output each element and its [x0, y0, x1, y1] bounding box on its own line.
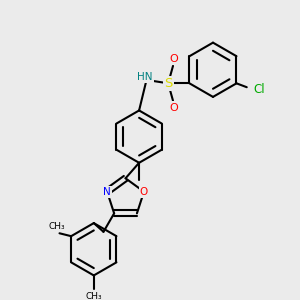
Text: S: S	[164, 77, 172, 90]
Text: CH₃: CH₃	[48, 222, 65, 231]
Text: Cl: Cl	[254, 82, 265, 96]
Text: CH₃: CH₃	[85, 292, 102, 300]
Text: O: O	[169, 103, 178, 112]
Text: N: N	[103, 187, 111, 197]
Text: O: O	[140, 187, 148, 197]
Text: HN: HN	[137, 72, 153, 82]
Text: O: O	[169, 54, 178, 64]
